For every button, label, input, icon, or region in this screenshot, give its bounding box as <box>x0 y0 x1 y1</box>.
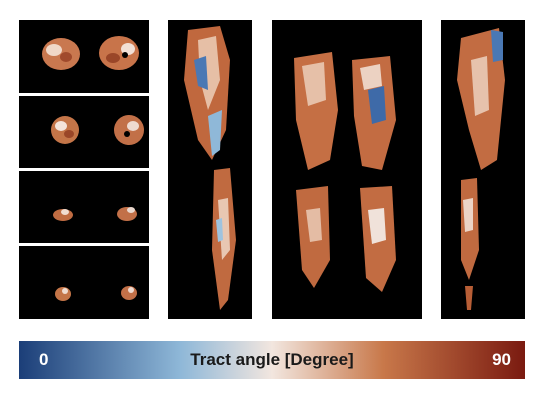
sagittal-view-right-image <box>457 28 505 310</box>
colorbar-min-label: 0 <box>39 350 49 369</box>
axial-slice-3 <box>19 171 149 243</box>
axial-slice-2-image <box>51 115 144 145</box>
axial-slice-2 <box>19 96 149 168</box>
axial-slice-1-image <box>42 36 139 70</box>
sagittal-view-left-image <box>184 26 236 310</box>
axial-slice-4-image <box>55 286 137 301</box>
coronal-view-image <box>294 52 396 292</box>
colorbar: 0 Tract angle [Degree] 90 <box>19 341 525 379</box>
axial-slice-4 <box>19 246 149 319</box>
axial-slice-3-image <box>53 207 137 221</box>
colorbar-max-label: 90 <box>492 350 511 369</box>
axial-slice-1 <box>19 20 149 93</box>
coronal-view <box>272 20 422 319</box>
sagittal-view-right <box>441 20 525 319</box>
colorbar-title: Tract angle [Degree] <box>190 350 354 369</box>
sagittal-view-left <box>168 20 252 319</box>
